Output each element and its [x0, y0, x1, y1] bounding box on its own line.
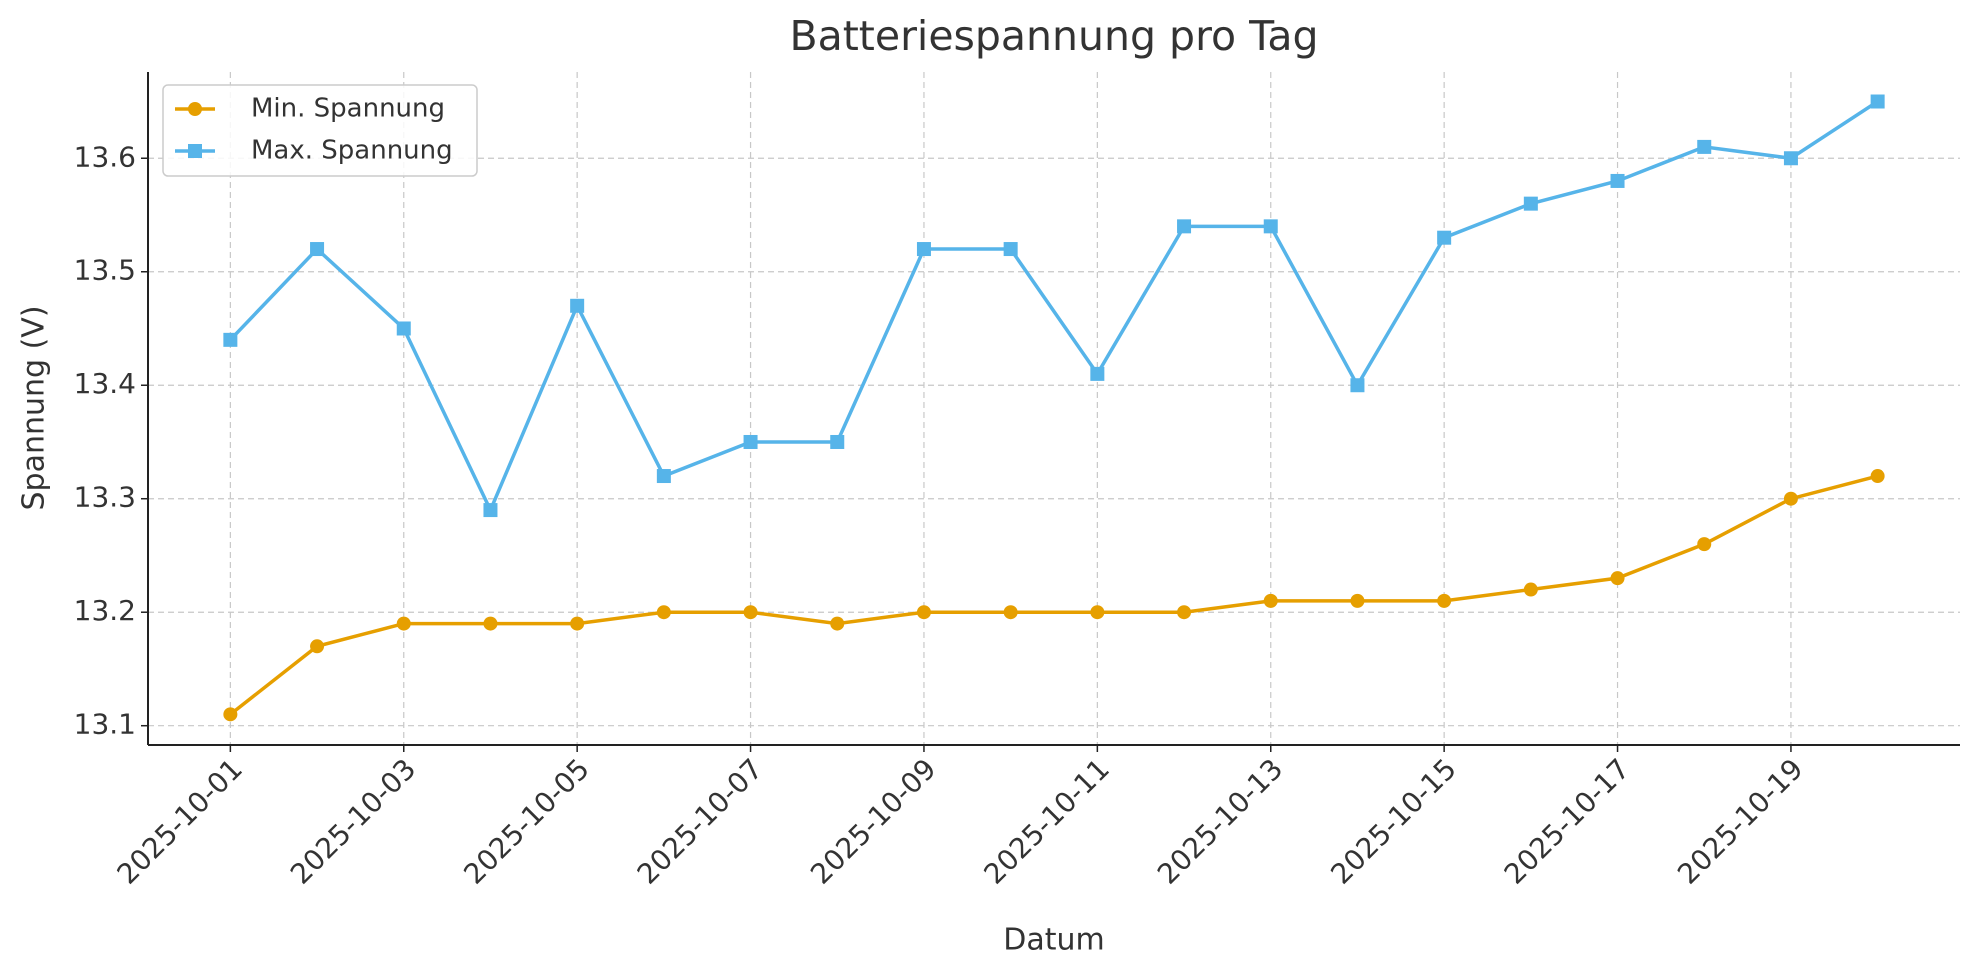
marker: [1263, 219, 1278, 234]
marker: [1350, 593, 1365, 608]
marker: [656, 469, 671, 484]
marker: [830, 616, 845, 631]
marker: [223, 707, 238, 722]
series: [223, 469, 1885, 722]
marker: [830, 434, 845, 449]
marker: [1783, 491, 1798, 506]
x-tick-label: 2025-10-01: [111, 752, 249, 890]
y-tick-label: 13.4: [74, 367, 136, 400]
line: [229, 474, 1879, 716]
y-tick-label: 13.2: [74, 594, 136, 627]
marker: [916, 242, 931, 257]
marker: [656, 605, 671, 620]
x-tick-label: 2025-10-13: [1151, 752, 1289, 890]
marker: [1003, 242, 1018, 257]
marker: [1090, 366, 1105, 381]
marker: [1523, 582, 1538, 597]
marker: [223, 332, 238, 347]
marker: [1090, 605, 1105, 620]
marker: [1437, 230, 1452, 245]
marker: [1003, 605, 1018, 620]
y-tick-label: 13.3: [74, 481, 136, 514]
marker: [1437, 593, 1452, 608]
legend-marker: [188, 144, 202, 158]
marker: [743, 605, 758, 620]
legend-label: Max. Spannung: [251, 136, 453, 166]
marker: [1783, 151, 1798, 166]
marker: [1177, 219, 1192, 234]
marker: [1610, 173, 1625, 188]
x-tick-label: 2025-10-11: [978, 752, 1116, 890]
x-tick-label: 2025-10-19: [1671, 752, 1809, 890]
marker: [1870, 469, 1885, 484]
marker: [310, 242, 325, 257]
x-tick-label: 2025-10-07: [631, 752, 769, 890]
x-axis-label: Datum: [1003, 923, 1104, 958]
y-axis-label: Spannung (V): [17, 305, 52, 510]
marker: [1177, 605, 1192, 620]
marker: [1350, 378, 1365, 393]
marker: [570, 298, 585, 313]
marker: [396, 616, 411, 631]
x-tick-label: 2025-10-15: [1324, 752, 1462, 890]
marker: [1610, 571, 1625, 586]
marker: [570, 616, 585, 631]
y-tick-label: 13.6: [74, 140, 136, 173]
marker: [483, 616, 498, 631]
marker: [483, 503, 498, 518]
marker: [310, 639, 325, 654]
chart-title: Batteriespannung pro Tag: [789, 12, 1318, 60]
marker: [1870, 94, 1885, 109]
marker: [1697, 537, 1712, 552]
y-tick-label: 13.1: [74, 708, 136, 741]
marker: [1523, 196, 1538, 211]
marker: [1263, 593, 1278, 608]
legend-box: [162, 84, 478, 177]
series: [223, 94, 1885, 518]
marker: [916, 605, 931, 620]
x-tick-label: 2025-10-03: [284, 752, 422, 890]
marker: [743, 434, 758, 449]
y-tick-label: 13.5: [74, 254, 136, 287]
legend-marker: [188, 102, 202, 116]
x-tick-label: 2025-10-17: [1498, 752, 1636, 890]
line: [229, 100, 1879, 515]
marker: [396, 321, 411, 336]
x-tick-label: 2025-10-05: [457, 752, 595, 890]
x-tick-label: 2025-10-09: [804, 752, 942, 890]
marker: [1697, 139, 1712, 154]
legend-label: Min. Spannung: [251, 94, 445, 124]
